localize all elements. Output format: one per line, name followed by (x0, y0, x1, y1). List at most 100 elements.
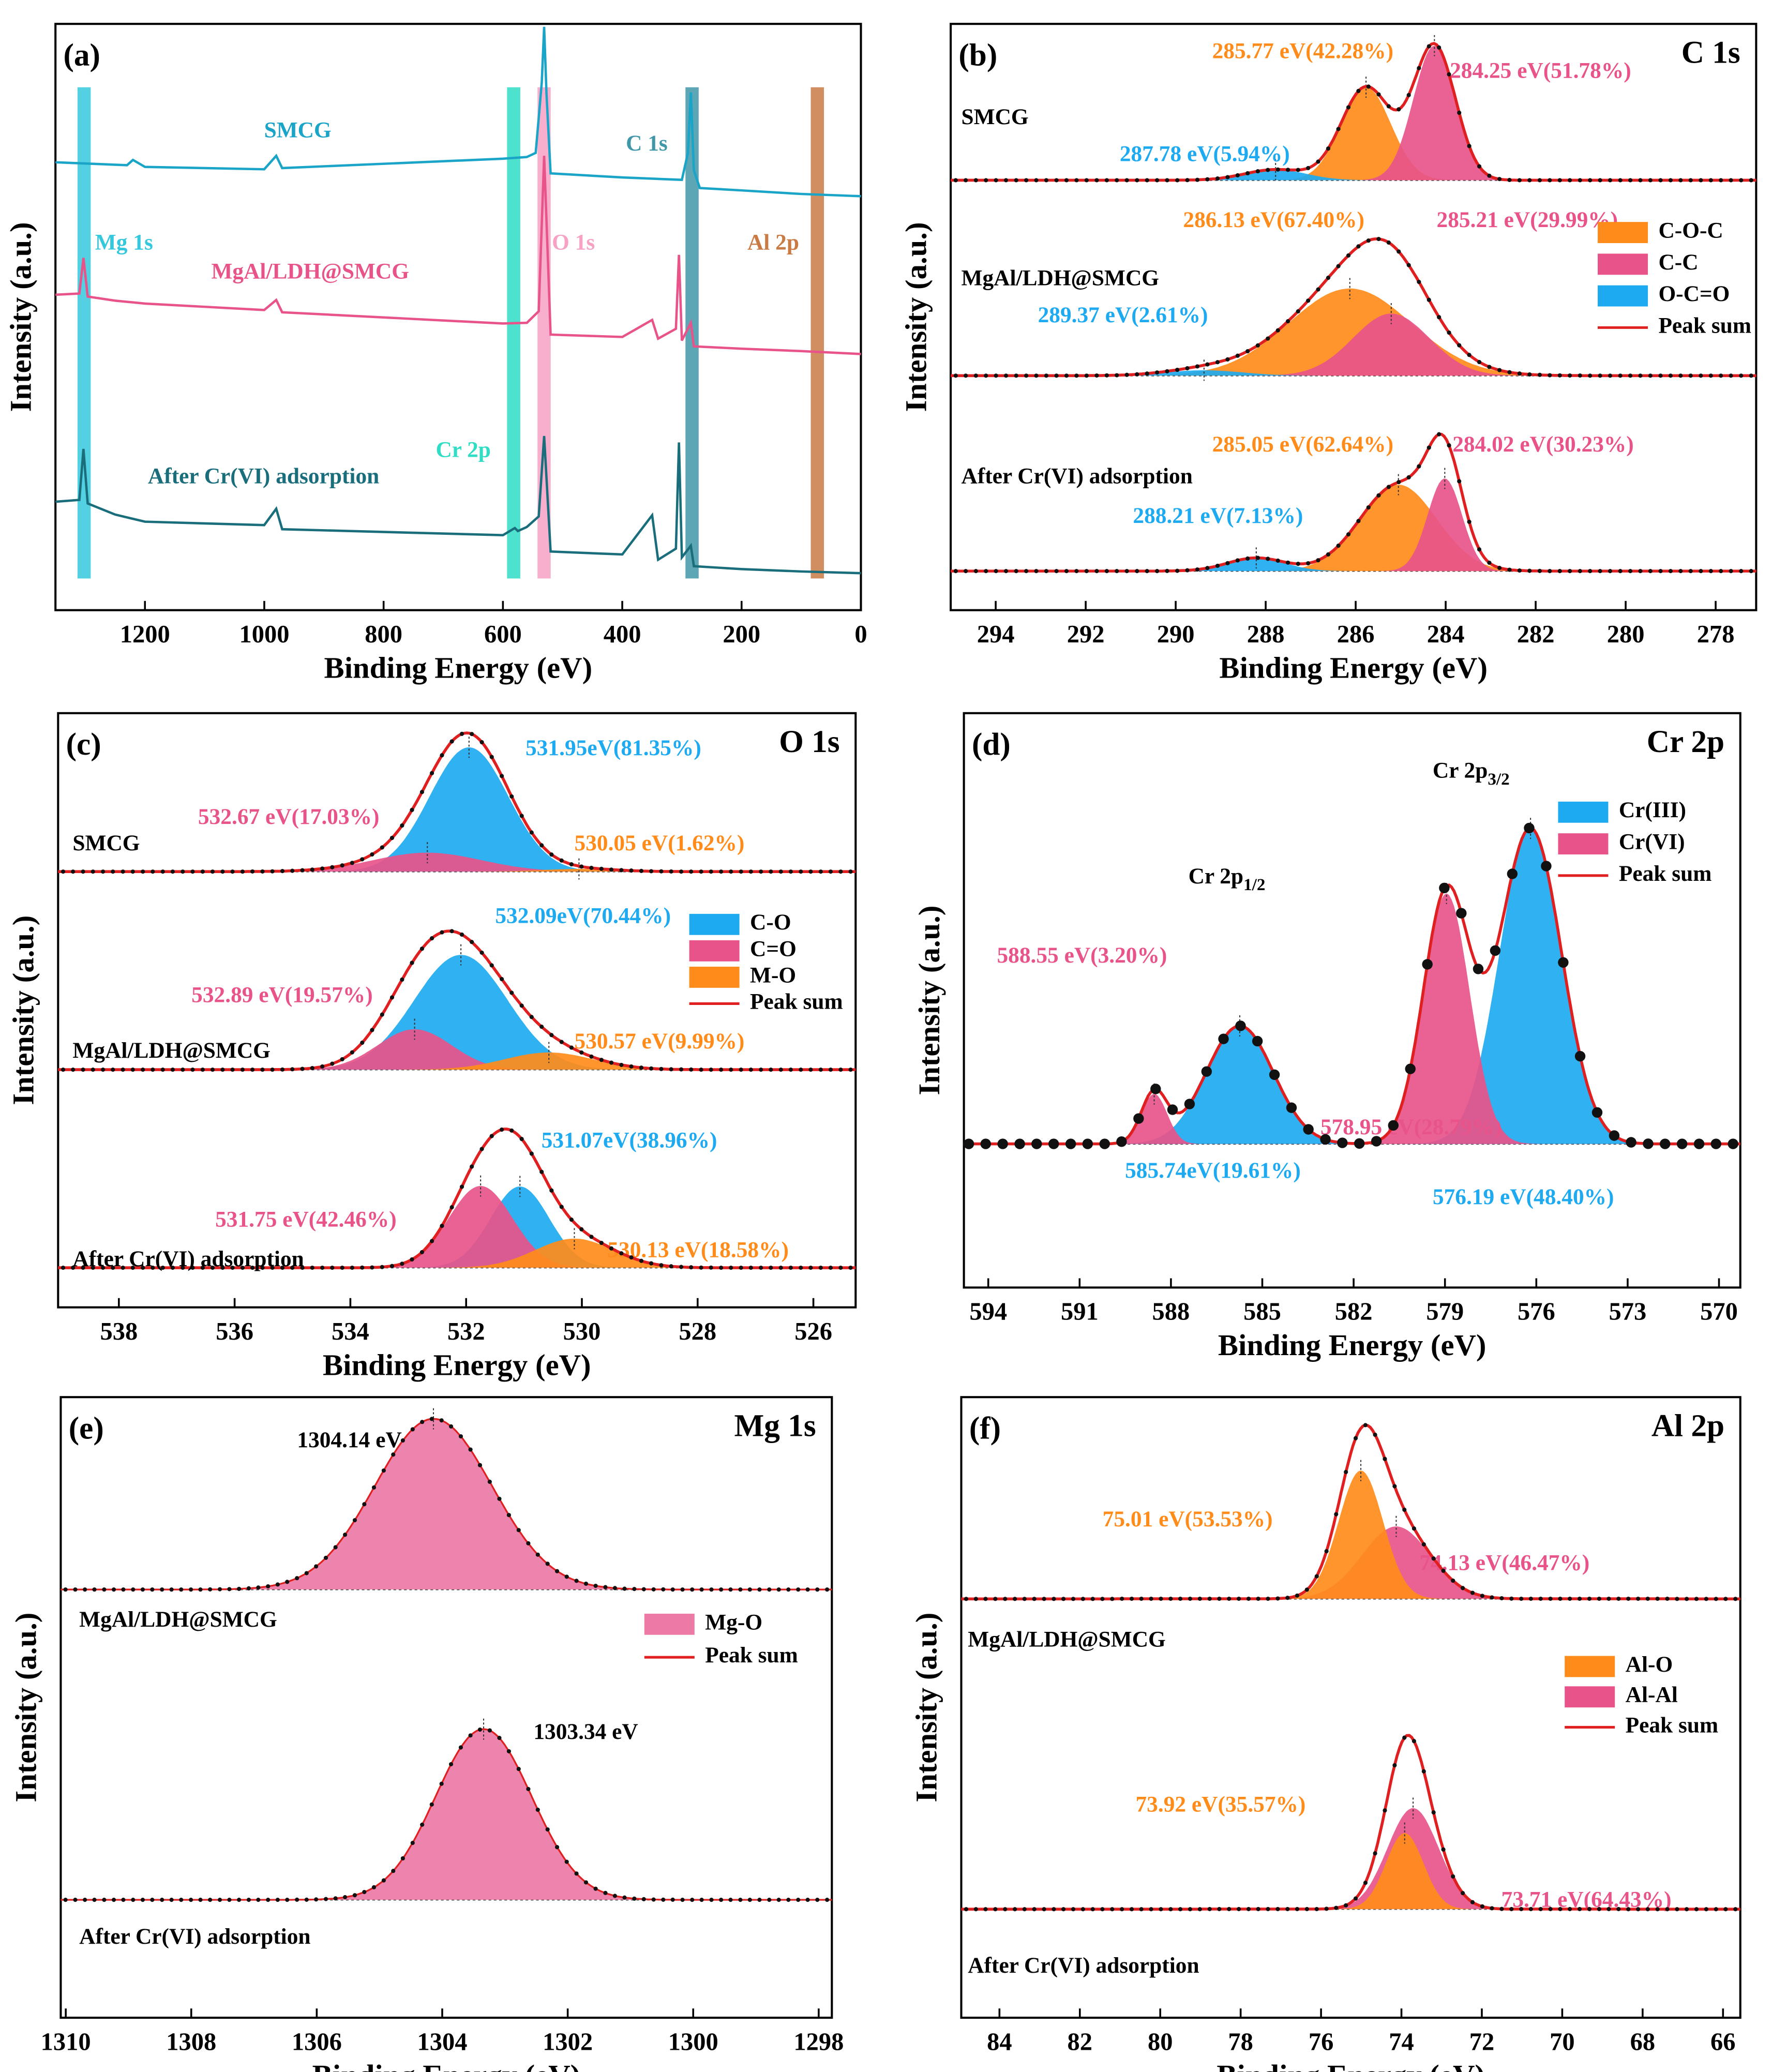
data-point (994, 373, 998, 378)
data-point (603, 1585, 608, 1589)
data-point (304, 1897, 309, 1902)
x-tick-label: 1306 (292, 2028, 342, 2055)
data-point (410, 1257, 414, 1262)
data-point (477, 1463, 483, 1467)
data-point (1334, 1905, 1339, 1910)
data-point (1507, 370, 1512, 374)
data-point (963, 1138, 974, 1149)
data-point (230, 1068, 235, 1072)
data-point (1184, 1099, 1195, 1109)
data-point (160, 1587, 164, 1592)
data-point (1366, 505, 1371, 510)
plot-frame (57, 712, 857, 1309)
data-point (1071, 1907, 1076, 1912)
data-point (1346, 105, 1351, 110)
data-point (767, 1587, 772, 1592)
peak-label: 532.09eV(70.44%) (495, 903, 671, 928)
x-tick-label: 585 (1243, 1298, 1281, 1326)
data-point (729, 869, 733, 874)
data-point (994, 569, 998, 574)
data-point (1608, 373, 1613, 378)
data-point (1699, 569, 1703, 574)
data-point (1252, 1035, 1263, 1047)
x-tick-label: 0 (854, 621, 867, 648)
data-point (1296, 561, 1300, 566)
data-point (1467, 353, 1471, 357)
data-point (1034, 569, 1039, 574)
data-point (639, 1065, 644, 1070)
peak-label: 530.13 eV(18.58%) (607, 1237, 789, 1262)
x-tick-label: 66 (1710, 2028, 1735, 2055)
data-point (1145, 569, 1149, 574)
data-point (1363, 1423, 1368, 1428)
annotation: Cr 2p3/2 (1433, 758, 1510, 789)
data-point (1749, 178, 1753, 183)
data-point (661, 1897, 666, 1902)
data-point (1431, 1810, 1436, 1815)
data-point (603, 1890, 608, 1895)
data-point (1034, 373, 1039, 378)
data-point (1336, 127, 1341, 131)
data-point (320, 1064, 325, 1069)
data-point (838, 1068, 843, 1072)
data-point (236, 1586, 242, 1591)
data-point (1421, 1542, 1426, 1547)
data-point (549, 852, 554, 857)
data-point (1159, 1596, 1163, 1601)
data-point (649, 869, 654, 874)
data-point (1336, 264, 1341, 268)
data-point (593, 1583, 598, 1588)
peak-label: 285.21 eV(29.99%) (1437, 207, 1618, 232)
annotation-subscript: 3/2 (1488, 770, 1509, 789)
panel-title: Cr 2p (1647, 724, 1724, 759)
data-point (410, 1840, 415, 1845)
data-point (529, 1151, 534, 1156)
data-point (1719, 373, 1723, 378)
data-point (1588, 373, 1593, 378)
data-point (500, 977, 504, 982)
data-point (160, 1898, 164, 1902)
data-point (689, 1067, 694, 1072)
data-point (529, 1015, 534, 1019)
data-point (458, 1434, 463, 1439)
legend-swatch (689, 966, 740, 988)
data-point (340, 1057, 344, 1062)
data-point (1477, 164, 1482, 169)
data-point (270, 869, 275, 874)
data-point (539, 843, 544, 848)
data-point (1052, 1907, 1056, 1912)
data-point (632, 1587, 637, 1591)
legend-label: Peak sum (1619, 861, 1712, 886)
data-point (953, 569, 958, 574)
data-point (564, 1574, 569, 1579)
x-tick-label: 284 (1427, 621, 1465, 648)
data-point (669, 1264, 673, 1269)
series-label: After Cr(VI) adsorption (148, 463, 379, 488)
data-point (1245, 171, 1250, 176)
data-point (102, 1898, 107, 1902)
data-point (739, 1068, 743, 1072)
data-point (1135, 372, 1139, 377)
data-point (236, 1898, 242, 1902)
data-point (83, 1898, 87, 1902)
data-point (1218, 1033, 1229, 1044)
spectrum-line (55, 156, 861, 355)
data-point (1175, 367, 1180, 372)
x-axis-title: Binding Energy (eV) (1217, 2059, 1485, 2072)
data-point (1426, 445, 1431, 450)
peak-label: 288.21 eV(7.13%) (1133, 503, 1303, 528)
data-point (539, 1169, 544, 1174)
data-point (1739, 178, 1744, 183)
data-point (848, 1068, 853, 1072)
peak-label: 532.67 eV(17.03%) (198, 804, 380, 829)
fitted-component (61, 1419, 832, 1590)
data-point (984, 373, 988, 378)
data-point (1451, 1874, 1455, 1879)
data-point (589, 865, 594, 870)
data-point (639, 1258, 644, 1263)
fitted-component (951, 288, 1756, 376)
data-point (973, 1597, 978, 1601)
data-point (1275, 167, 1280, 172)
data-point (170, 869, 175, 874)
